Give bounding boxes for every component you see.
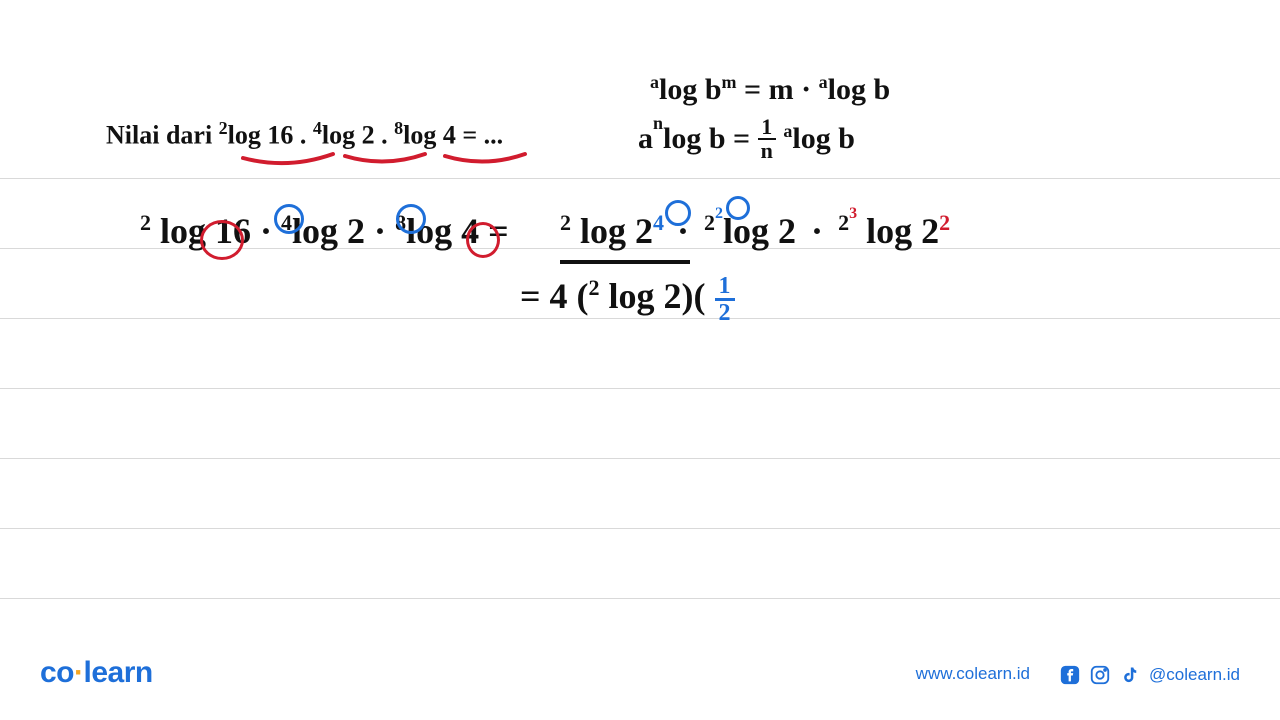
circle-blue-8 [396, 204, 426, 234]
problem-statement: Nilai dari 2log 16 . 4log 2 . 8log 4 = .… [106, 118, 503, 151]
rule2-base: a [638, 122, 653, 155]
problem-term-3: log 4 = ... [403, 121, 503, 150]
l2-frac: 1 2 [715, 274, 735, 325]
ruled-line [0, 458, 1280, 459]
r-t1: log 2 [571, 211, 653, 251]
rule1-rhs-base: a [819, 72, 828, 92]
circle-red-16 [200, 220, 244, 260]
l2-pre: = 4 ( [520, 276, 589, 316]
work-line2: = 4 (2 log 2)( 1 2 [520, 274, 735, 325]
logo-co: co [40, 656, 74, 689]
logo-learn: learn [84, 656, 153, 689]
circle-blue-e2 [726, 196, 750, 220]
l2-frac-n: 1 [715, 274, 735, 301]
rule1-exp: m [722, 72, 737, 92]
w-s1: 2 [140, 210, 151, 235]
underline-red-2 [340, 150, 430, 170]
log-rule-1: alog bm = m · alog b [650, 72, 890, 107]
underline-black [560, 260, 690, 264]
colearn-logo: co·learn [40, 656, 153, 690]
circle-blue-e4 [665, 200, 691, 226]
footer-social: @colearn.id [1059, 664, 1240, 686]
rule2-eq: = [733, 122, 758, 155]
rule1-base: a [650, 72, 659, 92]
r-s1: 2 [560, 210, 571, 235]
instagram-icon [1089, 664, 1111, 686]
tiktok-icon [1119, 664, 1141, 686]
facebook-icon [1059, 664, 1081, 686]
l2-frac-d: 2 [715, 301, 735, 325]
work-rhs: 2 log 24 · 22log 2 · 23 log 22 [560, 210, 950, 252]
work-lhs: 2 log 16 · 4log 2 · 8log 4 = [140, 210, 509, 252]
circle-blue-4 [274, 204, 304, 234]
rule2-exp: n [653, 113, 663, 133]
r-s2e: 2 [715, 205, 723, 222]
w-d2: · [374, 211, 395, 251]
ruled-line [0, 598, 1280, 599]
l2-sup: 2 [589, 275, 600, 300]
circle-red-4arg [466, 222, 500, 258]
rule2-logb: log b [663, 122, 726, 155]
r-s3b: 2 [838, 210, 849, 235]
rule1-eq: = m · [744, 73, 819, 106]
r-e3: 2 [939, 210, 950, 235]
rule1-logb: log b [659, 73, 722, 106]
ruled-line [0, 388, 1280, 389]
rule1-rhs-logb: log b [828, 73, 891, 106]
ruled-line [0, 178, 1280, 179]
underline-red-3 [440, 150, 530, 170]
logo-dot: · [74, 656, 84, 689]
footer-handle: @colearn.id [1149, 665, 1240, 685]
footer-url: www.colearn.id [916, 664, 1030, 684]
problem-term-1: log 16 . [228, 121, 313, 150]
ruled-line [0, 528, 1280, 529]
problem-sup-1: 2 [219, 118, 228, 138]
problem-prefix: Nilai dari [106, 121, 219, 150]
r-e1: 4 [653, 210, 664, 235]
problem-sup-2: 4 [313, 118, 322, 138]
rule2-rhs-logb: log b [792, 122, 855, 155]
r-s2b: 2 [704, 210, 715, 235]
r-t3: log 2 [857, 211, 939, 251]
log-rule-2: anlog b = 1 n alog b [638, 118, 855, 164]
problem-sup-3: 8 [394, 118, 403, 138]
rule2-frac: 1 n [758, 116, 776, 162]
footer: co·learn www.colearn.id @colearn.id [0, 650, 1280, 690]
underline-red-1 [238, 150, 338, 170]
rule2-frac-n: 1 [758, 116, 776, 140]
r-s3e: 3 [849, 205, 857, 222]
problem-term-2: log 2 . [322, 121, 394, 150]
rule2-frac-d: n [758, 140, 776, 162]
l2-mid: log 2)( [600, 276, 706, 316]
